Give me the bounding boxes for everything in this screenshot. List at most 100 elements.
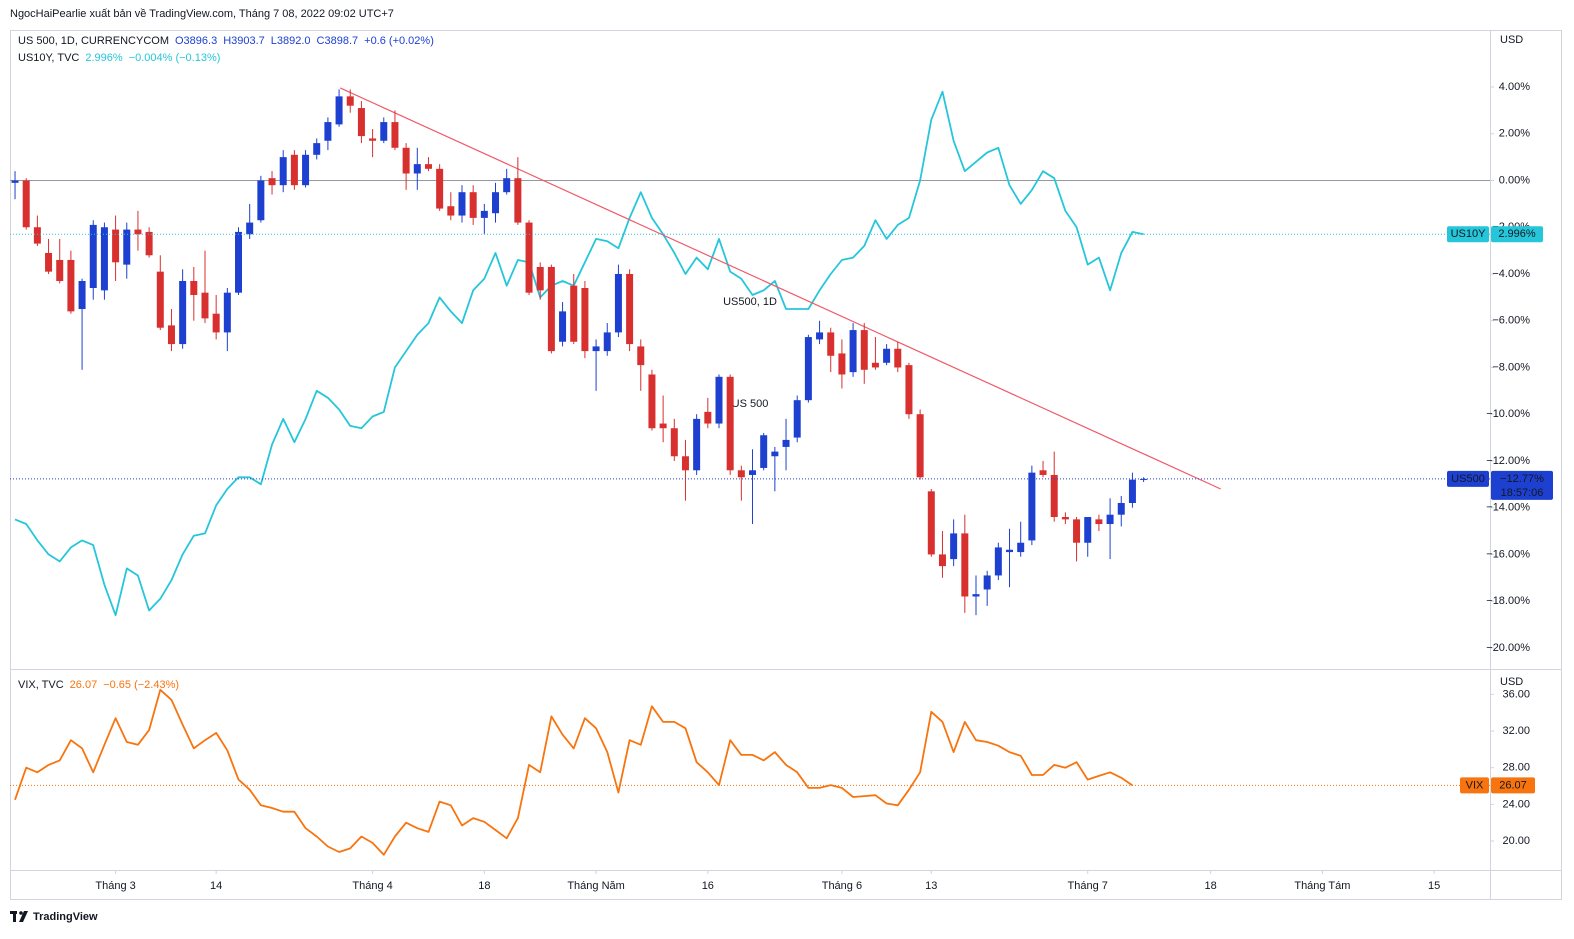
candle-body [11, 180, 19, 183]
credit: NgocHaiPearlie xuất bản về TradingView.c… [10, 8, 394, 20]
candle-body [167, 325, 175, 345]
candle-body [257, 180, 265, 221]
candle-body [279, 157, 287, 186]
x-tick-label: Tháng 7 [1068, 880, 1108, 892]
badge-countdown: 18:57:06 [1501, 487, 1544, 499]
badge-name: US10Y [1451, 228, 1487, 240]
candle-body [927, 491, 935, 555]
y-tick-label: 4.00% [1499, 81, 1530, 93]
candle-body [648, 374, 656, 429]
candle-body [346, 96, 354, 106]
candle-body [480, 210, 488, 218]
candle-body [179, 280, 187, 345]
badge-name: US500 [1451, 473, 1485, 485]
legend-item: H3903.7 [223, 35, 265, 47]
candle-body [56, 259, 64, 281]
candle-body [905, 365, 913, 415]
candle-body [871, 362, 879, 368]
candle-body [760, 435, 768, 468]
candle-body [223, 292, 231, 333]
candle-body [424, 164, 432, 169]
trendline [339, 87, 1221, 490]
price-badge [1447, 226, 1489, 243]
candle-body [994, 547, 1002, 576]
candle-body [335, 96, 343, 125]
y-tick-label: −10.00% [1486, 408, 1530, 420]
candle-body [961, 533, 969, 597]
candle-body [380, 122, 388, 141]
x-tick-label: Tháng 4 [352, 880, 392, 892]
candle-body [737, 470, 745, 478]
candle-body [570, 285, 578, 342]
candle-body [45, 252, 53, 272]
candle-body [1084, 517, 1092, 543]
candle-body [268, 178, 276, 186]
candle-body [134, 229, 142, 235]
candle-body [916, 414, 924, 478]
candle-body [804, 337, 812, 401]
legend-item: O3896.3 [175, 35, 217, 47]
candle-body [78, 280, 86, 310]
candle-body [447, 206, 455, 216]
y-tick-label: −8.00% [1492, 361, 1530, 373]
legend-item: −0.004% (−0.13%) [129, 52, 221, 64]
legend: VIX, TVC 26.07 −0.65 (−2.43%) [18, 679, 179, 691]
x-tick-label: 18 [478, 880, 490, 892]
y-tick-label: −16.00% [1486, 548, 1530, 560]
candle-body [681, 456, 689, 471]
candle-body [112, 229, 120, 263]
axis-currency: USD [1500, 34, 1523, 46]
x-tick-label: Tháng Năm [567, 880, 624, 892]
candle-body [1128, 479, 1136, 504]
x-tick-label: Tháng Tám [1294, 880, 1350, 892]
x-tick-label: Tháng 3 [95, 880, 135, 892]
price-badge [1491, 226, 1543, 243]
candle-body [782, 439, 790, 447]
candle-body [793, 400, 801, 438]
legend-item: L3892.0 [271, 35, 311, 47]
watermark-sub: US 500 [732, 398, 769, 410]
legend: US10Y, TVC 2.996% −0.004% (−0.13%) [18, 52, 220, 64]
y-tick-label: 20.00 [1502, 835, 1530, 847]
candle-body [726, 376, 734, 471]
legend-item: VIX, TVC [18, 679, 64, 691]
candle-body [838, 353, 846, 375]
candle-body [1106, 514, 1114, 525]
watermark: US500, 1D [723, 296, 777, 308]
candle-body [1006, 549, 1014, 553]
candle-body [883, 348, 891, 363]
candle-body [67, 259, 75, 312]
candle-body [704, 411, 712, 424]
y-tick-label: 0.00% [1499, 174, 1530, 186]
candle-body [525, 222, 533, 293]
candle-body [235, 231, 243, 293]
candle-body [950, 533, 958, 560]
candle-body [581, 288, 589, 352]
candle-body [771, 451, 779, 457]
candle-body [536, 266, 544, 291]
candle-body [22, 180, 30, 228]
candle-body [402, 147, 410, 174]
candle-body [715, 376, 723, 424]
candle-body [290, 154, 298, 186]
y-tick-label: 36.00 [1502, 688, 1530, 700]
tradingview-logo [10, 911, 28, 922]
candle-body [156, 271, 164, 328]
candle-body [816, 332, 824, 340]
y-tick-label: −20.00% [1486, 642, 1530, 654]
candle-body [1017, 542, 1025, 553]
y-tick-label: 2.00% [1499, 128, 1530, 140]
candle-body [749, 470, 757, 475]
candle-body [1039, 470, 1047, 475]
candle-body [190, 280, 198, 296]
y-tick-label: 24.00 [1502, 798, 1530, 810]
candle-body [391, 122, 399, 148]
badge-value: −12.77% [1500, 473, 1544, 485]
candle-body [938, 554, 946, 567]
x-tick-label: 15 [1428, 880, 1440, 892]
y-tick-label: −12.00% [1486, 455, 1530, 467]
legend-item: US 500, 1D, CURRENCYCOM [18, 35, 169, 47]
candle-body [592, 346, 600, 352]
candle-body [369, 138, 377, 141]
